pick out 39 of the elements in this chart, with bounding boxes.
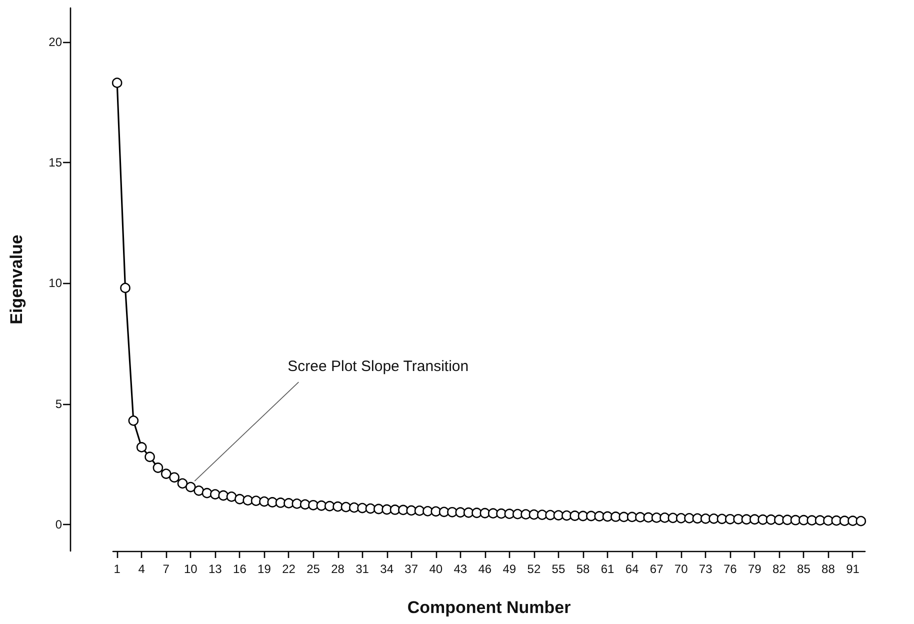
x-tick-label: 79 [748, 562, 762, 576]
x-tick-label: 40 [429, 562, 443, 576]
y-axis-title: Eigenvalue [7, 234, 26, 324]
x-tick-label: 22 [282, 562, 296, 576]
x-tick-label: 76 [723, 562, 738, 576]
x-tick-label: 64 [625, 562, 640, 576]
x-tick-label: 31 [356, 562, 370, 576]
x-tick-label: 34 [380, 562, 394, 576]
y-tick-label: 5 [55, 396, 62, 411]
x-tick-label: 13 [208, 562, 222, 576]
x-tick-label: 10 [184, 562, 198, 576]
x-tick-label: 49 [502, 562, 516, 576]
x-axis-title: Component Number [407, 598, 572, 617]
x-tick-label: 82 [772, 562, 786, 576]
x-tick-label: 1 [114, 562, 121, 576]
x-tick-label: 37 [404, 562, 418, 576]
x-tick-label: 55 [552, 562, 566, 576]
x-tick-label: 4 [138, 562, 146, 576]
x-tick-label: 61 [600, 562, 615, 576]
x-tick-label: 28 [331, 562, 345, 576]
y-tick-label: 0 [55, 517, 62, 532]
x-tick-label: 88 [822, 562, 836, 576]
x-tick-label: 7 [162, 562, 170, 576]
x-tick-label: 16 [233, 562, 247, 576]
x-tick-label: 85 [797, 562, 811, 576]
y-tick-label: 15 [48, 155, 62, 170]
x-tick-label: 43 [454, 562, 468, 576]
x-tick-label: 58 [576, 562, 590, 576]
x-tick-label: 52 [527, 562, 541, 576]
annotation: Scree Plot Slope Transition [288, 358, 469, 376]
y-tick-label: 20 [48, 34, 62, 49]
x-tick-label: 67 [650, 562, 664, 576]
x-tick-label: 19 [258, 562, 272, 576]
y-tick-label: 10 [48, 276, 62, 290]
x-tick-label: 25 [306, 562, 320, 576]
x-tick-label: 91 [846, 562, 860, 576]
x-tick-label: 70 [674, 562, 688, 576]
x-tick-label: 46 [478, 562, 492, 576]
x-tick-label: 73 [698, 562, 713, 576]
